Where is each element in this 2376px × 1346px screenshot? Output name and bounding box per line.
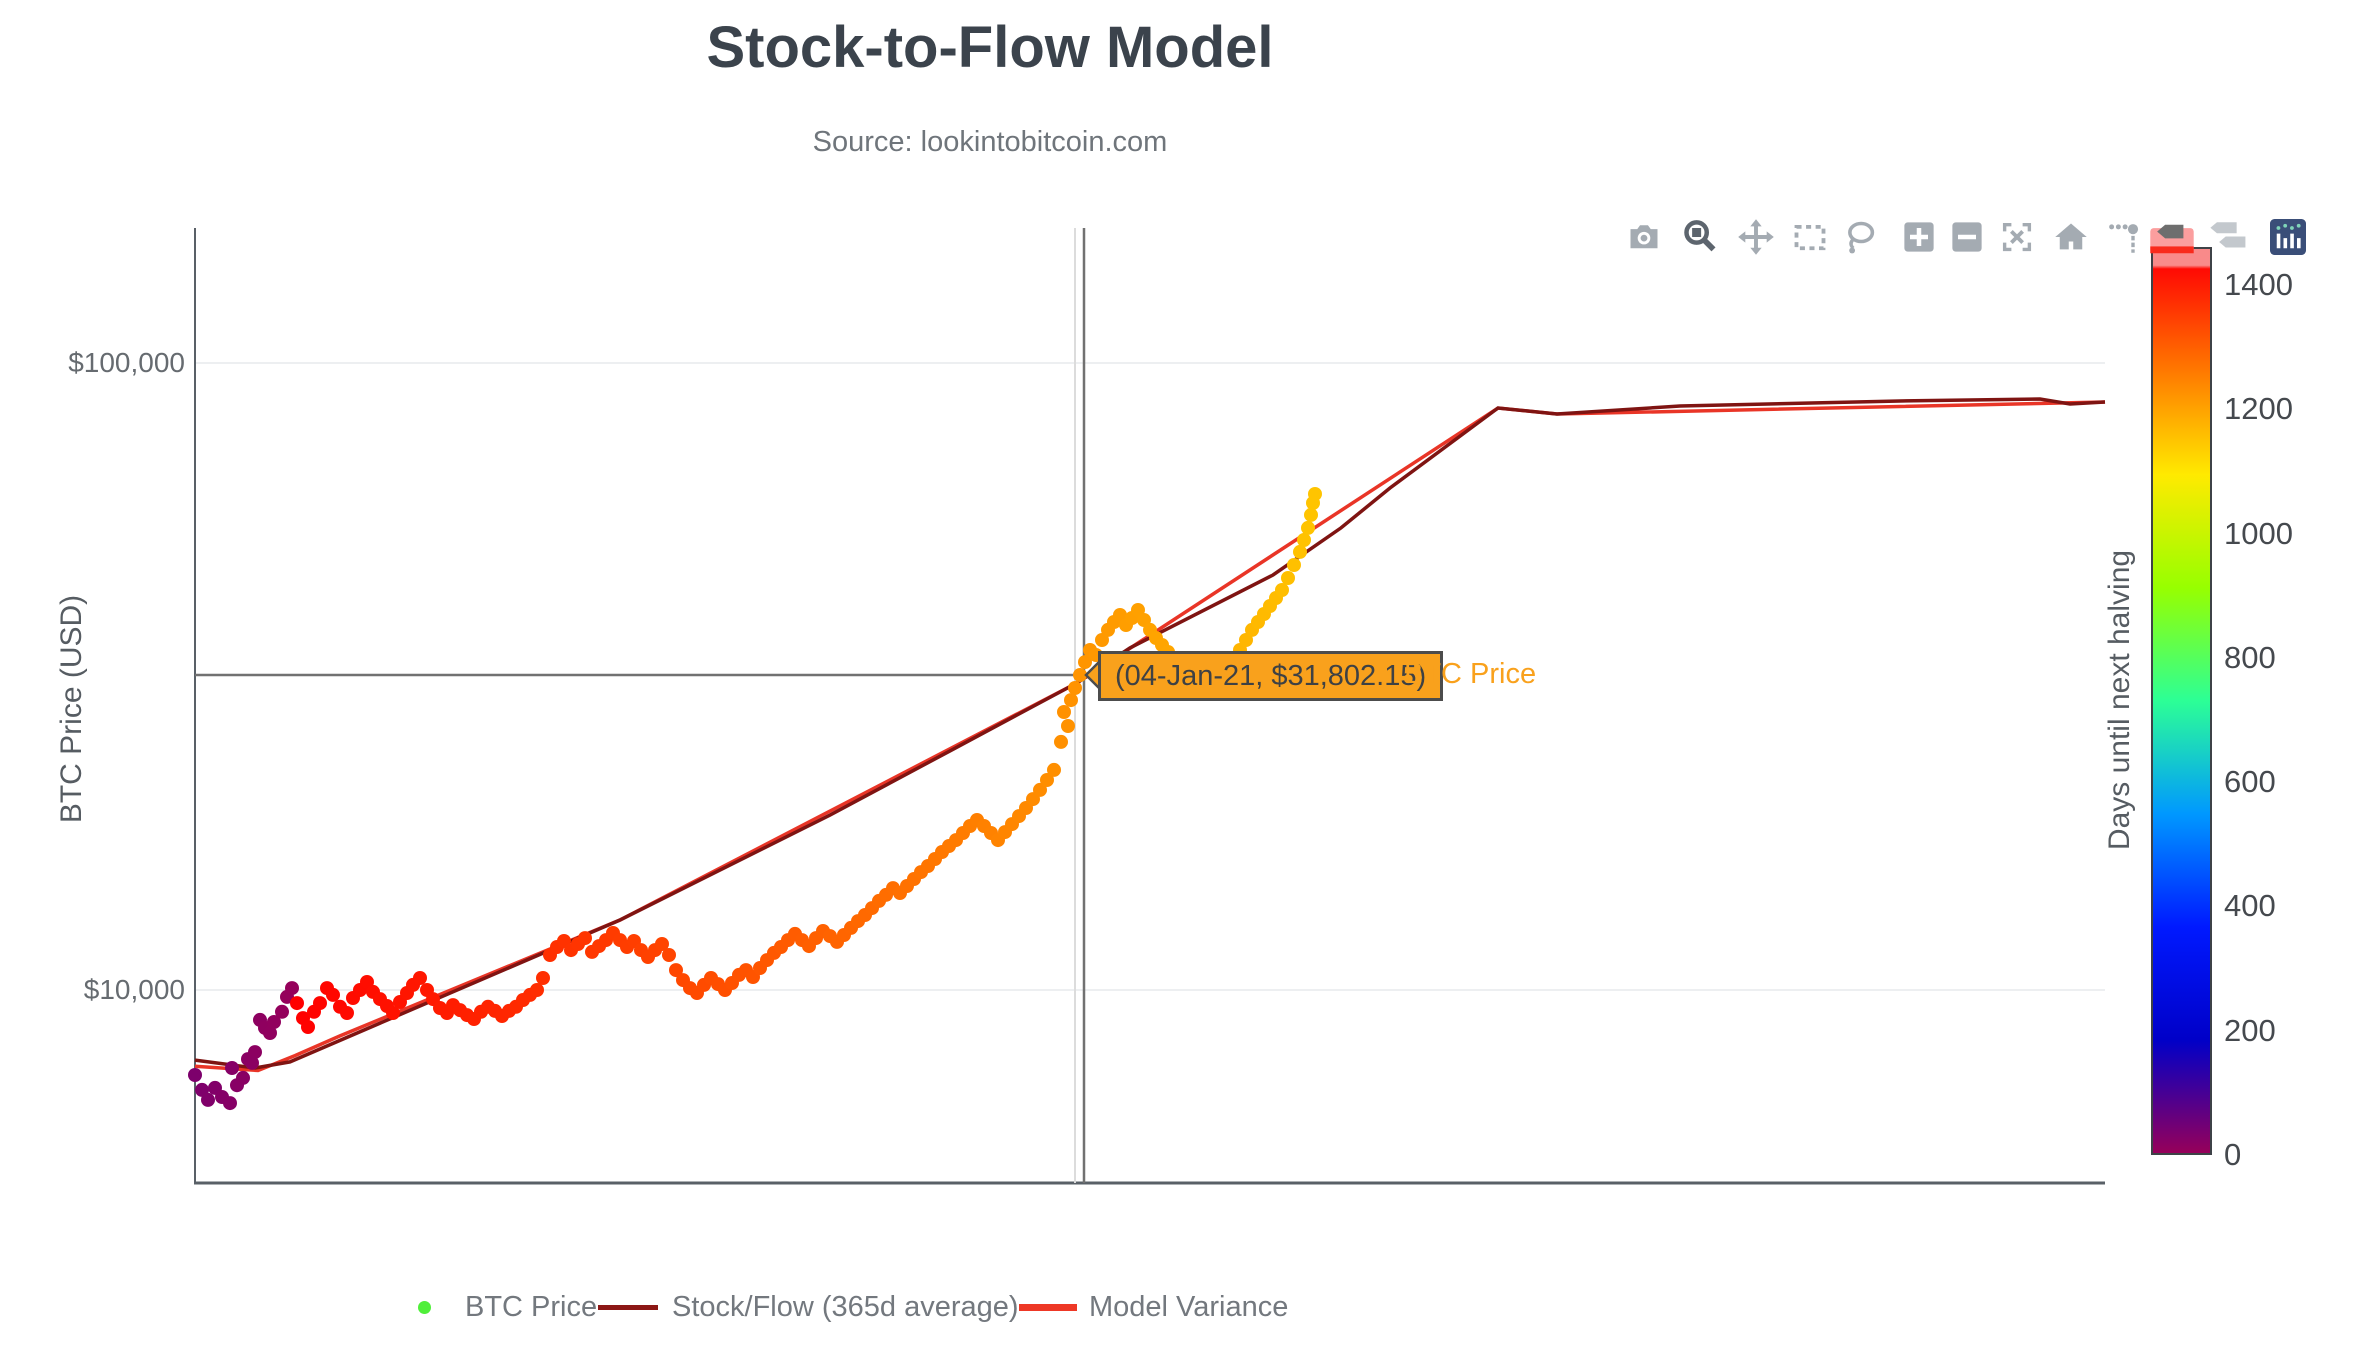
btc-price-point[interactable]: [1304, 507, 1318, 522]
btc-price-point[interactable]: [1308, 487, 1322, 501]
zoom-in-icon[interactable]: [1901, 219, 1937, 255]
colorbar-tick-1400: 1400: [2224, 266, 2293, 302]
btc-price-point[interactable]: [1239, 633, 1253, 647]
ytick-100000: $100,000: [68, 347, 185, 378]
btc-price-point[interactable]: [662, 948, 676, 962]
page-subtitle: Source: lookintobitcoin.com: [812, 126, 1168, 158]
legend-marker-btc-price: [418, 1301, 431, 1314]
autoscale-icon[interactable]: [1999, 219, 2035, 255]
btc-price-point[interactable]: [263, 1026, 277, 1040]
btc-price-point[interactable]: [1301, 520, 1315, 535]
stock-flow-line[interactable]: [194, 397, 2106, 1070]
hover-tooltip-text: (04-Jan-21, $31,802.15): [1115, 660, 1427, 692]
colorbar-title: Days until next halving: [2103, 549, 2136, 851]
btc-price-point[interactable]: [301, 1020, 315, 1034]
hover-tooltip: (04-Jan-21, $31,802.15): [1098, 651, 1444, 701]
btc-price-point[interactable]: [530, 983, 544, 997]
colorbar-tick-1000: 1000: [2224, 515, 2293, 551]
legend-marker-model-variance: [1019, 1304, 1077, 1311]
toggle-spikelines-icon[interactable]: [2106, 219, 2142, 255]
plotly-logo-icon[interactable]: [2270, 219, 2306, 255]
btc-price-point[interactable]: [1068, 681, 1082, 695]
btc-price-point[interactable]: [1095, 633, 1109, 647]
legend-item-model-variance[interactable]: Model Variance: [1089, 1291, 1289, 1323]
btc-price-point[interactable]: [245, 1055, 259, 1070]
btc-price-point[interactable]: [275, 1004, 289, 1019]
btc-price-point[interactable]: [313, 996, 327, 1011]
colorbar-tick-800: 800: [2224, 639, 2276, 675]
hover-series-label: BTC Price: [1404, 658, 1537, 690]
btc-price-point[interactable]: [1054, 734, 1068, 749]
btc-price-point[interactable]: [413, 971, 427, 985]
ytick-10000: $10,000: [83, 974, 185, 1005]
y-axis-title: BTC Price (USD): [55, 594, 88, 824]
download-camera-icon[interactable]: [1626, 219, 1662, 255]
colorbar-gradient: [2151, 247, 2212, 1155]
lasso-select-icon[interactable]: [1842, 219, 1878, 255]
legend-item-stock-flow[interactable]: Stock/Flow (365d average): [672, 1291, 1019, 1323]
btc-price-point[interactable]: [1275, 583, 1289, 597]
btc-price-point[interactable]: [536, 971, 550, 985]
btc-price-point[interactable]: [201, 1092, 215, 1107]
btc-price-point[interactable]: [1061, 719, 1075, 733]
btc-price-point[interactable]: [223, 1096, 237, 1111]
pan-icon[interactable]: [1738, 219, 1774, 255]
btc-price-point[interactable]: [225, 1061, 239, 1075]
model-variance-line[interactable]: [194, 400, 2106, 1073]
btc-price-point[interactable]: [1287, 558, 1301, 572]
btc-price-point[interactable]: [1057, 705, 1071, 719]
btc-price-point[interactable]: [1040, 773, 1054, 787]
btc-price-point[interactable]: [578, 931, 592, 946]
btc-price-point[interactable]: [267, 1015, 281, 1029]
legend-marker-stock-flow: [598, 1305, 658, 1310]
btc-price-point[interactable]: [188, 1068, 202, 1082]
btc-price-point[interactable]: [248, 1045, 262, 1060]
btc-price-point[interactable]: [340, 1006, 354, 1020]
colorbar-tick-1200: 1200: [2224, 391, 2293, 427]
zoom-out-icon[interactable]: [1949, 219, 1985, 255]
reset-home-icon[interactable]: [2053, 219, 2089, 255]
colorbar-tick-600: 600: [2224, 764, 2276, 800]
btc-price-point[interactable]: [1293, 544, 1307, 559]
btc-price-point[interactable]: [285, 981, 299, 996]
colorbar-tick-200: 200: [2224, 1012, 2276, 1048]
btc-price-point[interactable]: [1281, 571, 1295, 585]
colorbar-tick-0: 0: [2224, 1137, 2242, 1172]
btc-price-point[interactable]: [326, 987, 340, 1002]
btc-price-point[interactable]: [1047, 762, 1061, 777]
box-select-icon[interactable]: [1792, 219, 1828, 255]
btc-price-point[interactable]: [1033, 782, 1047, 797]
colorbar-tick-400: 400: [2224, 888, 2276, 924]
btc-price-point[interactable]: [655, 937, 669, 951]
btc-price-point[interactable]: [1297, 533, 1311, 547]
hover-compare-icon[interactable]: [2206, 219, 2252, 255]
btc-price-point[interactable]: [236, 1070, 250, 1085]
zoom-icon[interactable]: [1682, 219, 1718, 255]
btc-price-point[interactable]: [1078, 655, 1092, 670]
btc-price-point[interactable]: [386, 1006, 400, 1020]
legend-item-btc-price[interactable]: BTC Price: [465, 1291, 598, 1323]
hover-closest-icon[interactable]: [2148, 219, 2196, 255]
btc-price-point[interactable]: [290, 996, 304, 1011]
page-title: Stock-to-Flow Model: [706, 15, 1274, 80]
btc-price-point[interactable]: [1064, 693, 1078, 708]
btc-price-point[interactable]: [1073, 668, 1087, 682]
btc-price-point[interactable]: [669, 963, 683, 978]
